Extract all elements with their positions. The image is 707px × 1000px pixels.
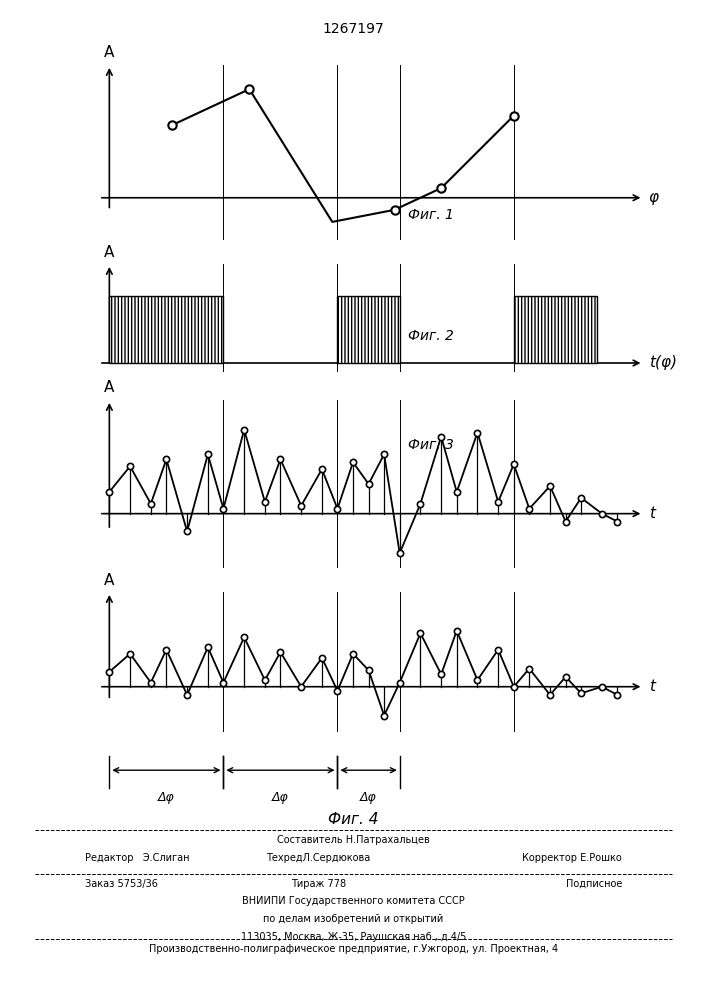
Text: Фиг. 4: Фиг. 4: [328, 812, 379, 827]
Text: Редактор   Э.Слиган: Редактор Э.Слиган: [85, 853, 189, 863]
Text: Заказ 5753/36: Заказ 5753/36: [85, 879, 158, 889]
Text: 113035, Москва, Ж-35, Раушская наб., д.4/5: 113035, Москва, Ж-35, Раушская наб., д.4…: [241, 932, 466, 942]
Text: A: A: [104, 380, 115, 395]
Bar: [514, 296, 597, 363]
Text: Корректор Е.Рошко: Корректор Е.Рошко: [522, 853, 622, 863]
Bar: [337, 296, 399, 363]
Text: Δφ: Δφ: [158, 790, 175, 804]
Text: ВНИИПИ Государственного комитета СССР: ВНИИПИ Государственного комитета СССР: [242, 896, 465, 906]
Text: φ: φ: [649, 190, 659, 205]
Text: A: A: [104, 245, 115, 260]
Text: t: t: [649, 679, 655, 694]
Bar: [110, 296, 223, 363]
Text: Производственно-полиграфическое предприятие, г.Ужгород, ул. Проектная, 4: Производственно-полиграфическое предприя…: [149, 944, 558, 954]
Text: Фиг. 1: Фиг. 1: [408, 208, 454, 222]
Text: Подписное: Подписное: [566, 879, 622, 889]
Text: ТехредЛ.Сердюкова: ТехредЛ.Сердюкова: [266, 853, 370, 863]
Text: A: A: [104, 45, 115, 60]
Text: Δφ: Δφ: [272, 790, 289, 804]
Text: Составитель Н.Патрахальцев: Составитель Н.Патрахальцев: [277, 835, 430, 845]
Text: Тираж 778: Тираж 778: [291, 879, 346, 889]
Text: Фиг. 2: Фиг. 2: [408, 330, 454, 344]
Text: 1267197: 1267197: [322, 22, 385, 36]
Text: по делам изобретений и открытий: по делам изобретений и открытий: [264, 914, 443, 924]
Text: t: t: [649, 506, 655, 521]
Text: t(φ): t(φ): [649, 356, 677, 370]
Text: Фиг. 3: Фиг. 3: [408, 438, 454, 452]
Text: Δφ: Δφ: [360, 790, 377, 804]
Text: A: A: [104, 573, 115, 588]
